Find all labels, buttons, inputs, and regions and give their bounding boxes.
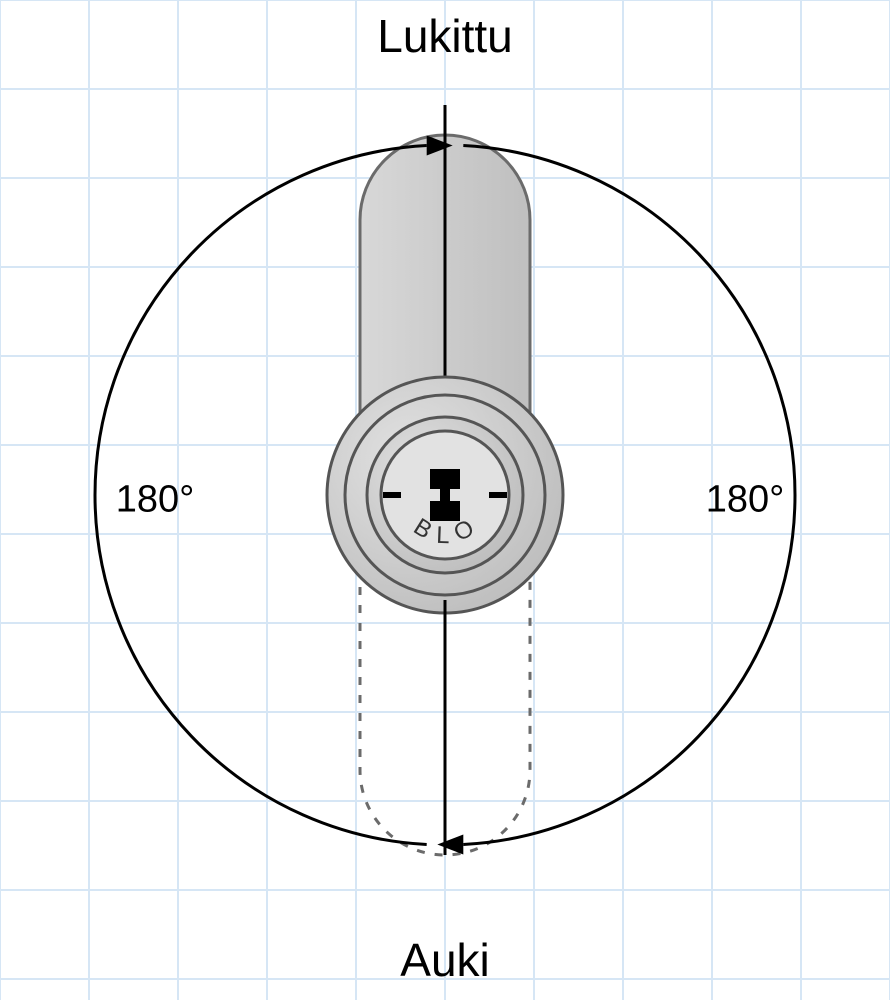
label-180-right: 180° bbox=[706, 479, 785, 522]
label-open: Auki bbox=[400, 933, 489, 987]
diagram-canvas: A B L O Y Lukittu Auki 180° 180° bbox=[0, 0, 890, 1000]
label-locked: Lukittu bbox=[377, 9, 513, 63]
label-180-left: 180° bbox=[116, 479, 195, 522]
